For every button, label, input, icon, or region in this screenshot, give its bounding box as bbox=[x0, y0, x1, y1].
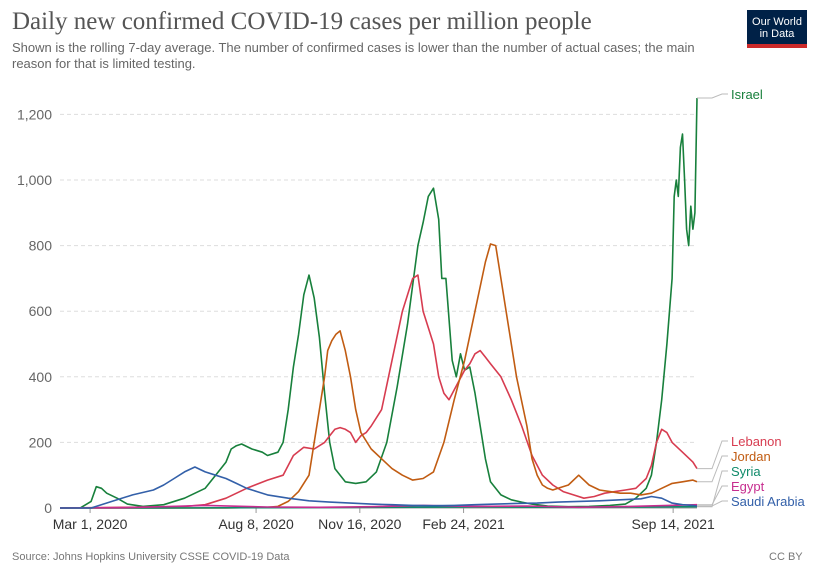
leader-line bbox=[697, 500, 728, 507]
series-label-syria[interactable]: Syria bbox=[731, 464, 761, 479]
leader-line bbox=[697, 455, 728, 483]
y-tick-label: 0 bbox=[44, 500, 52, 516]
leader-line bbox=[697, 470, 728, 508]
y-tick-label: 400 bbox=[29, 369, 53, 385]
y-tick-label: 800 bbox=[29, 238, 53, 254]
x-tick-label: Sep 14, 2021 bbox=[631, 516, 715, 532]
series-label-egypt[interactable]: Egypt bbox=[731, 479, 765, 494]
series-line-lebanon[interactable] bbox=[59, 274, 698, 509]
x-tick-label: Mar 1, 2020 bbox=[53, 516, 128, 532]
series-label-saudi-arabia[interactable]: Saudi Arabia bbox=[731, 494, 805, 509]
y-axis-ticks: 0 200 400 600 800 1,000 1,200 bbox=[17, 106, 52, 516]
chart-subtitle: Shown is the rolling 7-day average. The … bbox=[12, 40, 695, 71]
series-line-egypt[interactable] bbox=[59, 503, 698, 509]
y-tick-label: 200 bbox=[29, 434, 53, 450]
license-link[interactable]: CC BY bbox=[769, 551, 803, 563]
y-tick-label: 1,000 bbox=[17, 172, 52, 188]
x-axis-ticks: Mar 1, 2020 Aug 8, 2020 Nov 16, 2020 Feb 24… bbox=[53, 508, 715, 532]
series-label-israel[interactable]: Israel bbox=[731, 87, 763, 102]
chart-title: Daily new confirmed COVID-19 cases per m… bbox=[12, 8, 592, 35]
logo-line2: in Data bbox=[759, 28, 795, 40]
x-tick-label: Aug 8, 2020 bbox=[218, 516, 294, 532]
x-tick-label: Feb 24, 2021 bbox=[422, 516, 505, 532]
series-lines bbox=[59, 97, 698, 509]
series-label-lebanon[interactable]: Lebanon bbox=[731, 434, 782, 449]
owid-logo[interactable]: Our World in Data bbox=[747, 10, 807, 48]
series-label-jordan[interactable]: Jordan bbox=[731, 449, 771, 464]
leader-line bbox=[697, 440, 728, 470]
leader-line bbox=[697, 485, 728, 506]
source-note: Source: Johns Hopkins University CSSE CO… bbox=[12, 551, 290, 563]
y-tick-label: 600 bbox=[29, 303, 53, 319]
leader-line bbox=[697, 93, 728, 99]
grid-lines bbox=[60, 113, 697, 509]
series-line-jordan[interactable] bbox=[60, 243, 698, 509]
series-line-saudi-arabia[interactable] bbox=[60, 466, 698, 509]
logo-line1: Our World bbox=[752, 16, 802, 28]
x-tick-label: Nov 16, 2020 bbox=[318, 516, 401, 532]
y-tick-label: 1,200 bbox=[17, 106, 52, 122]
series-line-israel[interactable] bbox=[59, 97, 698, 509]
